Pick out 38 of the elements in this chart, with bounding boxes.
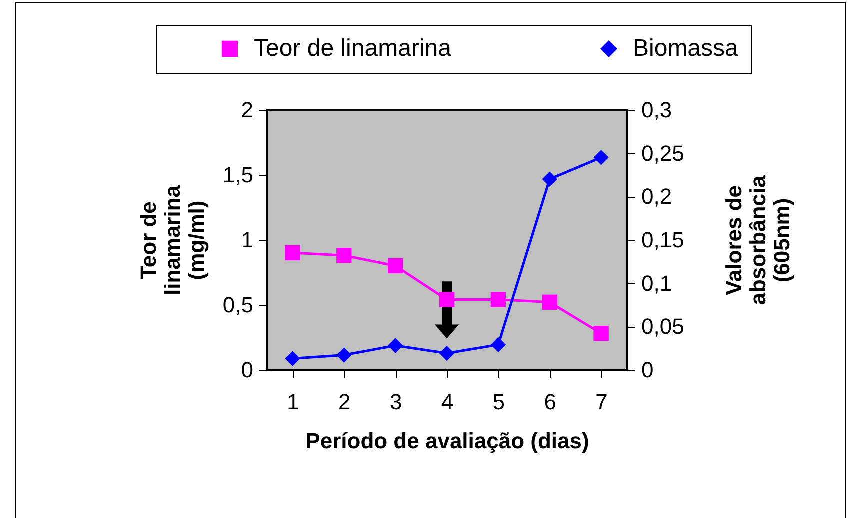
y-tick-label: 1 <box>241 228 254 252</box>
x-tick-label: 7 <box>596 390 608 414</box>
point <box>490 337 506 352</box>
y2-tick-label: 0,15 <box>642 228 684 252</box>
y2-tick-label: 0,2 <box>642 184 672 210</box>
point <box>594 150 609 166</box>
y2-axis-title: Valores de absorbância (605nm) <box>721 174 794 306</box>
point <box>388 338 404 354</box>
point <box>388 258 404 274</box>
y2-tick-label: 0,05 <box>642 314 684 340</box>
legend-label: Teor de linamarina <box>254 35 452 62</box>
x-tick-label: 4 <box>441 390 454 414</box>
point <box>542 294 558 310</box>
x-tick-label: 2 <box>338 390 351 414</box>
y-tick-label: 0,5 <box>222 292 254 318</box>
point <box>490 292 506 308</box>
y2-tick-label: 0,1 <box>642 270 672 296</box>
point <box>336 348 352 363</box>
point <box>594 326 609 342</box>
y-axis-title: Teor de linamarina (mg/ml) <box>136 184 209 296</box>
point <box>336 248 352 264</box>
x-tick-label: 1 <box>287 390 300 414</box>
point <box>285 351 300 366</box>
y-tick-label: 1,5 <box>222 162 254 188</box>
x-tick-label: 5 <box>492 390 506 414</box>
point <box>542 172 558 187</box>
y2-tick-label: 0 <box>642 358 654 382</box>
y-tick-label: 2 <box>241 98 254 122</box>
y2-tick-label: 0,3 <box>642 98 672 122</box>
y2-tick-label: 0,25 <box>642 140 684 166</box>
x-tick-label: 6 <box>544 390 556 414</box>
point <box>439 346 455 362</box>
y-tick-label: 0 <box>241 358 254 382</box>
x-tick-label: 3 <box>390 390 402 414</box>
legend-label: Biomassa <box>633 35 740 62</box>
x-axis-title: Período de avaliação (dias) <box>306 428 590 454</box>
point <box>439 292 455 308</box>
point <box>285 245 300 261</box>
